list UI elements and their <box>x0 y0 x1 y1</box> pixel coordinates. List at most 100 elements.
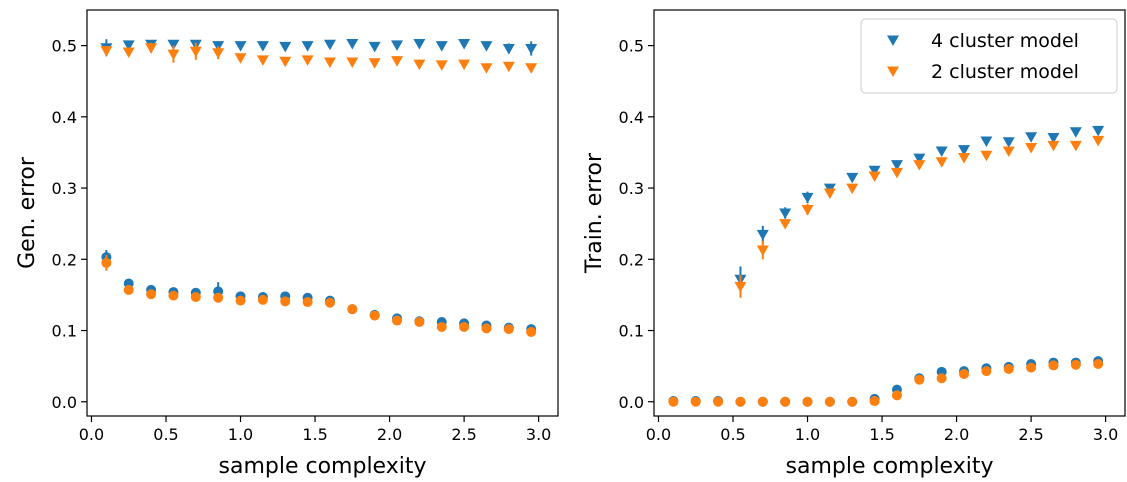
train-point <box>780 396 791 407</box>
train-point <box>890 167 903 179</box>
train-ytick-label: 0.3 <box>619 179 644 198</box>
train-point <box>779 219 792 230</box>
train-point <box>936 373 947 384</box>
train-point <box>1003 363 1014 374</box>
train-point <box>958 152 971 164</box>
gen-point <box>436 321 447 332</box>
gen-ytick-label: 0.4 <box>52 108 77 127</box>
gen-point <box>347 304 358 315</box>
train-point <box>846 183 859 195</box>
train-point <box>935 146 948 158</box>
gen-point <box>413 38 426 50</box>
train-point <box>914 374 925 385</box>
gen-point <box>368 41 381 53</box>
train-point <box>1092 135 1105 147</box>
gen-point <box>458 38 471 50</box>
train-point <box>868 165 881 177</box>
gen-point <box>435 60 448 71</box>
train-point <box>1092 125 1105 137</box>
train-axes-frame <box>653 9 1126 417</box>
gen-point <box>502 61 515 73</box>
gen-point <box>458 59 471 71</box>
gen-point <box>368 58 381 69</box>
train-point <box>690 396 701 407</box>
gen-axes-frame <box>86 9 559 417</box>
gen-point <box>234 41 247 52</box>
gen-point <box>279 56 292 68</box>
gen-point <box>302 297 313 308</box>
train-ytick-label: 0.5 <box>619 37 644 56</box>
gen-xtick-label: 0.0 <box>79 425 104 444</box>
gen-point <box>481 323 492 334</box>
gen-xtick-label: 1.0 <box>228 425 253 444</box>
gen-point <box>189 46 202 58</box>
train-point <box>779 208 792 219</box>
train-point <box>847 396 858 407</box>
gen-point <box>324 297 335 308</box>
train-point <box>1047 132 1060 144</box>
gen-point <box>391 56 404 67</box>
gen-panel: 0.0 0.5 1.0 1.5 2.0 2.5 3.0 0.0 0.1 0.2 0.3 0.4 0.5 s… <box>15 9 559 479</box>
gen-point <box>414 316 425 327</box>
gen-point <box>168 290 179 301</box>
gen-point <box>323 57 336 68</box>
train-point <box>1048 360 1059 371</box>
legend-label: 2 cluster model <box>931 61 1079 83</box>
gen-point <box>502 43 515 55</box>
train-ytick-label: 0.0 <box>619 393 644 412</box>
gen-xtick-label: 3.0 <box>526 425 551 444</box>
train-ylabel: Train. error <box>582 152 607 274</box>
train-point <box>1093 359 1104 370</box>
gen-point <box>145 43 158 54</box>
gen-point <box>146 289 157 300</box>
gen-point <box>100 46 113 57</box>
train-point <box>1026 362 1037 373</box>
gen-point <box>503 324 514 335</box>
gen-point <box>301 41 314 52</box>
gen-point <box>346 57 359 68</box>
gen-point <box>235 295 246 306</box>
gen-xtick-label: 2.0 <box>377 425 402 444</box>
train-ytick-label: 0.1 <box>619 322 644 341</box>
train-xtick-label: 0.0 <box>646 425 671 444</box>
train-point <box>958 145 971 156</box>
train-point <box>801 204 814 216</box>
gen-series-0 <box>100 38 538 57</box>
gen-point <box>190 292 201 303</box>
gen-point <box>435 41 448 52</box>
gen-point <box>123 284 134 295</box>
train-point <box>668 396 679 407</box>
train-point <box>734 281 747 293</box>
gen-point <box>525 63 538 74</box>
train-point <box>756 245 769 257</box>
gen-ylabel: Gen. error <box>15 156 40 269</box>
legend-box <box>860 18 1118 94</box>
gen-xtick-label: 2.5 <box>451 425 476 444</box>
train-point <box>868 171 881 182</box>
train-point <box>846 172 859 184</box>
train-xtick-label: 2.0 <box>944 425 969 444</box>
train-point <box>981 366 992 377</box>
legend-label: 4 cluster model <box>931 30 1079 52</box>
train-xlabel: sample complexity <box>786 454 994 479</box>
train-point <box>891 390 902 401</box>
gen-point <box>256 55 269 66</box>
train-point <box>913 153 926 165</box>
train-point <box>980 150 993 162</box>
train-ytick-label: 0.4 <box>619 108 644 127</box>
gen-point <box>256 41 269 52</box>
gen-point <box>213 292 224 303</box>
train-point <box>801 192 814 204</box>
train-series-2 <box>668 356 1104 407</box>
legend-marker <box>887 35 899 46</box>
gen-point <box>526 326 537 337</box>
gen-point <box>122 40 135 51</box>
train-xtick-label: 3.0 <box>1093 425 1118 444</box>
train-point <box>869 396 880 407</box>
gen-point <box>459 321 470 332</box>
train-point <box>913 160 926 171</box>
gen-xlabel: sample complexity <box>219 454 427 479</box>
gen-ytick-label: 0.3 <box>52 179 77 198</box>
train-point <box>890 160 903 171</box>
